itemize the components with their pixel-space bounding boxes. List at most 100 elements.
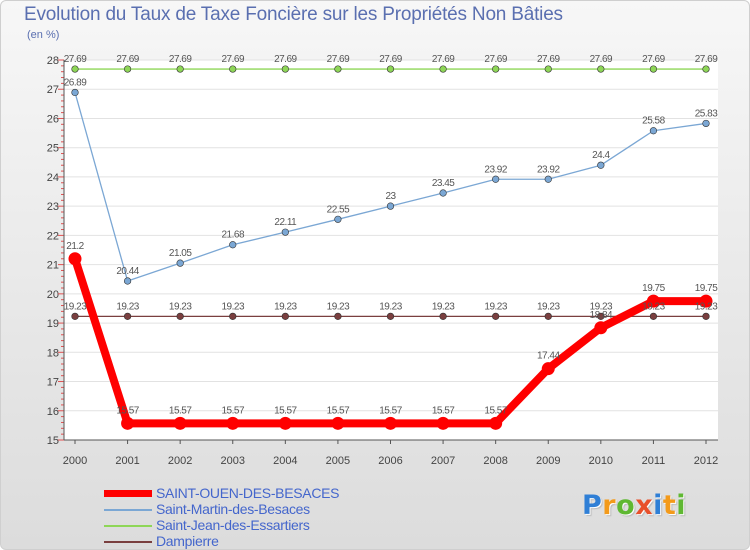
- data-point: [386, 312, 395, 320]
- data-point: [386, 65, 395, 73]
- data-label: 27.69: [590, 54, 613, 65]
- x-tick-label: 2002: [168, 455, 192, 467]
- x-tick-label: 2011: [642, 455, 666, 467]
- y-tick-label: 17: [47, 377, 59, 389]
- data-label: 19.23: [432, 301, 455, 312]
- y-tick-label: 16: [47, 406, 59, 418]
- data-point: [646, 294, 660, 308]
- data-labels: 27.69 27.69 27.69 27.69 27.69 27.69 27.69 27.69…: [64, 54, 719, 416]
- data-point: [229, 65, 237, 73]
- data-point: [123, 312, 132, 320]
- data-point: [544, 175, 552, 183]
- axes: 15 16 17 18 19 20 21 22 23 24 25 26 27 28 2000 2001 2002…: [47, 55, 718, 467]
- data-point: [281, 65, 289, 73]
- data-label: 27.69: [221, 54, 244, 65]
- legend-swatch: [104, 490, 152, 497]
- data-label: 27.69: [695, 54, 718, 65]
- x-tick-label: 2001: [115, 455, 139, 467]
- data-label: 19.23: [327, 301, 350, 312]
- data-label: 22.11: [274, 217, 297, 228]
- chart-unit-label: (en %): [27, 29, 60, 41]
- data-point: [492, 312, 500, 320]
- y-tick-label: 19: [47, 318, 59, 330]
- data-point: [123, 277, 132, 285]
- data-label: 15.57: [274, 405, 297, 416]
- data-label: 19.23: [484, 301, 507, 312]
- data-label: 15.57: [169, 405, 192, 416]
- data-point: [702, 119, 710, 128]
- data-label: 15.57: [116, 405, 139, 416]
- y-tick-label: 26: [47, 113, 59, 125]
- data-point: [278, 416, 292, 430]
- plot-area: [64, 60, 718, 440]
- y-tick-label: 18: [47, 347, 59, 359]
- data-point: [281, 228, 289, 236]
- data-label: 15.57: [379, 405, 402, 416]
- data-point: [702, 312, 710, 320]
- data-label: 27.69: [432, 54, 455, 65]
- y-tick-label: 28: [47, 55, 59, 67]
- data-point: [597, 312, 605, 320]
- data-label: 19.75: [695, 283, 718, 294]
- x-tick-label: 2012: [694, 455, 718, 467]
- data-point: [492, 65, 500, 73]
- y-tick-label: 23: [47, 201, 59, 213]
- legend-label: Saint-Martin-des-Besaces: [156, 501, 310, 517]
- x-tick-label: 2010: [589, 455, 613, 467]
- data-point: [334, 215, 342, 223]
- data-point: [492, 175, 500, 183]
- legend-label: SAINT-OUEN-DES-BESACES: [156, 485, 340, 501]
- x-tick-label: 2000: [63, 455, 87, 467]
- data-point: [594, 321, 608, 335]
- chart-title: Evolution du Taux de Taxe Foncière sur l…: [24, 4, 563, 25]
- data-point: [68, 252, 82, 266]
- logo-letter: x: [635, 490, 654, 521]
- data-label: 27.69: [64, 54, 87, 65]
- data-point: [436, 416, 450, 430]
- data-label: 19.23: [221, 301, 244, 312]
- data-point: [439, 312, 447, 320]
- proxiti-logo: Proxiti: [582, 490, 686, 521]
- data-point: [71, 312, 79, 320]
- data-point: [71, 88, 79, 97]
- x-tick-label: 2009: [536, 455, 560, 467]
- y-tick-label: 22: [47, 230, 59, 242]
- data-label: 19.23: [169, 301, 192, 312]
- data-label: 23: [385, 191, 396, 202]
- data-label: 27.69: [484, 54, 507, 65]
- data-point: [384, 416, 397, 430]
- data-label: 21.05: [169, 248, 192, 259]
- data-point: [173, 416, 187, 430]
- data-point: [649, 127, 658, 135]
- data-label: 19.23: [379, 301, 402, 312]
- data-label: 27.69: [274, 54, 297, 65]
- data-point: [229, 312, 237, 320]
- data-label: 20.44: [116, 266, 139, 277]
- data-label: 19.23: [695, 301, 718, 312]
- grid-lines: [64, 59, 718, 441]
- data-label: 19.23: [274, 301, 297, 312]
- data-label: 22.55: [327, 204, 350, 215]
- data-label: 27.69: [379, 54, 402, 65]
- data-point: [649, 312, 658, 320]
- y-tick-label: 15: [47, 435, 59, 447]
- x-tick-label: 2007: [431, 455, 455, 467]
- x-tick-label: 2006: [378, 455, 402, 467]
- legend-swatch: [104, 541, 152, 543]
- y-tick-label: 20: [47, 289, 59, 301]
- logo-letter: o: [616, 490, 636, 521]
- data-label: 26.89: [64, 77, 87, 88]
- data-label: 27.69: [116, 54, 139, 65]
- data-label: 19.23: [642, 301, 665, 312]
- logo-letter: i: [676, 490, 687, 521]
- data-label: 27.69: [327, 54, 350, 65]
- data-label: 19.23: [116, 301, 139, 312]
- legend-label: Saint-Jean-des-Essartiers: [156, 517, 310, 533]
- data-point: [699, 294, 713, 308]
- data-point: [229, 241, 237, 249]
- data-point: [544, 65, 552, 73]
- data-point: [123, 65, 132, 73]
- x-tick-label: 2003: [221, 455, 245, 467]
- data-label: 15.57: [327, 405, 350, 416]
- data-point: [176, 65, 184, 73]
